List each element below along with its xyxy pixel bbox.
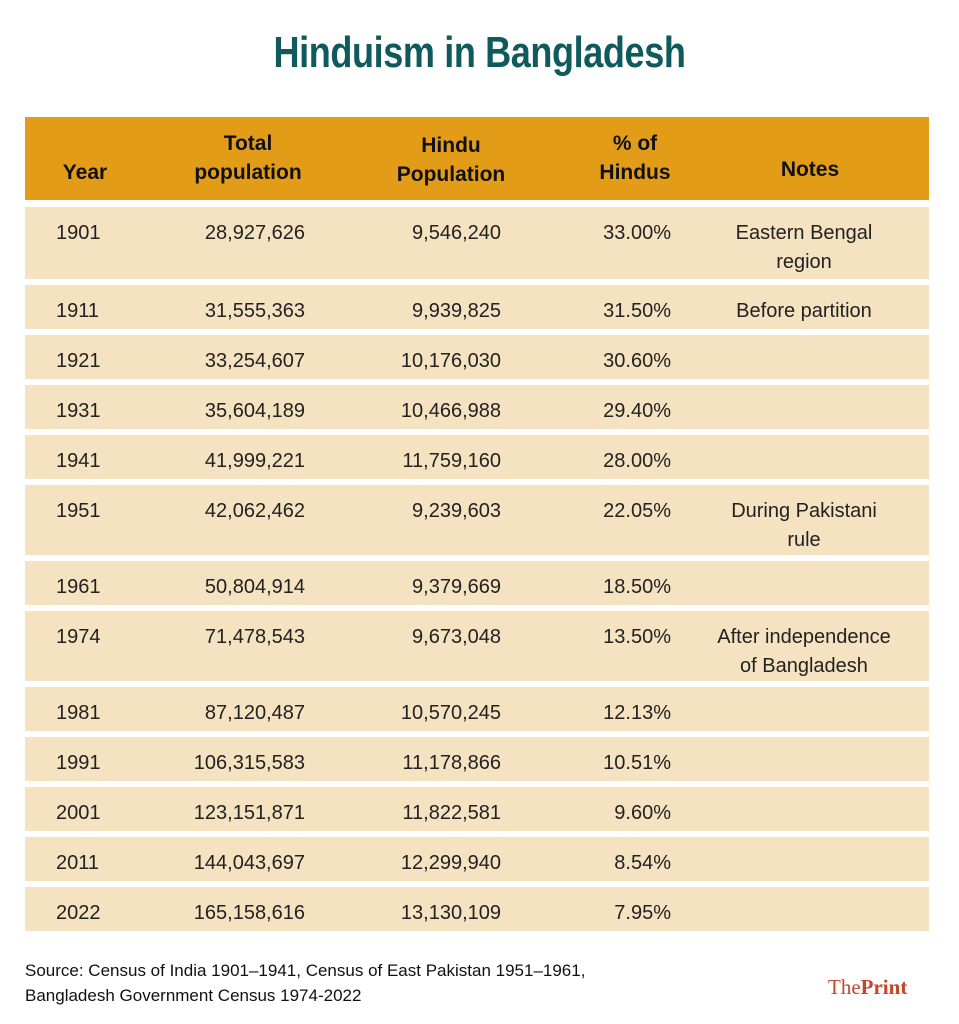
theprint-logo: ThePrint <box>828 975 907 1000</box>
notes-line-1: After independence <box>717 626 891 648</box>
year-cell: 2011 <box>56 852 100 874</box>
notes-line-2: region <box>776 251 832 273</box>
total-population-cell: 106,315,583 <box>193 752 305 774</box>
notes-line-1: Before partition <box>736 300 872 322</box>
notes-cell: During Pakistani rule <box>689 497 919 555</box>
header-hindu-line2: Population <box>396 163 506 186</box>
table-row: 2001 123,151,871 11,822,581 9.60% <box>25 787 929 831</box>
total-population-cell: 28,927,626 <box>204 222 305 244</box>
percent-hindus-cell: 31.50% <box>603 300 671 322</box>
percent-hindus-cell: 18.50% <box>603 576 671 598</box>
notes-line-1: During Pakistani <box>731 500 877 522</box>
hindu-population-cell: 10,176,030 <box>400 350 501 372</box>
hindu-population-cell: 9,379,669 <box>412 576 501 598</box>
notes-cell: After independence of Bangladesh <box>689 623 919 681</box>
notes-cell: Eastern Bengal region <box>689 219 919 277</box>
total-population-cell: 41,999,221 <box>204 450 305 472</box>
table-row: 1951 42,062,462 9,239,603 22.05% During Paki… <box>25 485 929 555</box>
header-pct-line2: Hindus <box>599 161 671 184</box>
percent-hindus-cell: 22.05% <box>603 500 671 522</box>
year-cell: 1941 <box>56 450 101 472</box>
logo-the: The <box>828 975 861 999</box>
hindu-population-cell: 10,570,245 <box>400 702 501 724</box>
hindu-population-cell: 10,466,988 <box>400 400 501 422</box>
logo-print: Print <box>860 975 908 999</box>
percent-hindus-cell: 13.50% <box>603 626 671 648</box>
table-header: Year Total population Hindu Population %… <box>25 117 929 200</box>
percent-hindus-cell: 9.60% <box>614 802 671 824</box>
hindu-population-cell: 12,299,940 <box>400 852 501 874</box>
hindu-population-cell: 13,130,109 <box>400 902 501 924</box>
table-row: 2011 144,043,697 12,299,940 8.54% <box>25 837 929 881</box>
source-note: Source: Census of India 1901–1941, Censu… <box>25 958 585 1008</box>
header-hindu-population: Hindu Population <box>365 131 537 189</box>
percent-hindus-cell: 8.54% <box>614 852 671 874</box>
table-row: 1991 106,315,583 11,178,866 10.51% <box>25 737 929 781</box>
source-line-1: Source: Census of India 1901–1941, Censu… <box>25 961 586 980</box>
year-cell: 2001 <box>56 802 101 824</box>
table-row: 1911 31,555,363 9,939,825 31.50% Before part… <box>25 285 929 329</box>
total-population-cell: 31,555,363 <box>204 300 305 322</box>
population-table: Year Total population Hindu Population %… <box>25 117 929 931</box>
total-population-cell: 42,062,462 <box>204 500 305 522</box>
percent-hindus-cell: 33.00% <box>603 222 671 244</box>
header-total-line1: Total <box>223 132 273 155</box>
table-row: 1961 50,804,914 9,379,669 18.50% <box>25 561 929 605</box>
header-year: Year <box>39 158 131 187</box>
header-percent-hindus: % of Hindus <box>565 129 705 187</box>
hindu-population-cell: 11,822,581 <box>402 802 501 824</box>
year-cell: 1911 <box>56 300 100 322</box>
year-cell: 1931 <box>56 400 101 422</box>
header-hindu-line1: Hindu <box>421 134 481 157</box>
header-total-line2: population <box>194 161 302 184</box>
total-population-cell: 87,120,487 <box>204 702 305 724</box>
header-year-label: Year <box>62 161 108 184</box>
hindu-population-cell: 9,673,048 <box>412 626 501 648</box>
percent-hindus-cell: 10.51% <box>603 752 671 774</box>
page-title: Hinduism in Bangladesh <box>273 28 686 77</box>
percent-hindus-cell: 7.95% <box>614 902 671 924</box>
year-cell: 1974 <box>56 626 101 648</box>
table-row: 1931 35,604,189 10,466,988 29.40% <box>25 385 929 429</box>
total-population-cell: 123,151,871 <box>193 802 305 824</box>
percent-hindus-cell: 29.40% <box>603 400 671 422</box>
year-cell: 2022 <box>56 902 101 924</box>
percent-hindus-cell: 28.00% <box>603 450 671 472</box>
year-cell: 1921 <box>56 350 101 372</box>
notes-line-1: Eastern Bengal <box>735 222 873 244</box>
header-notes-label: Notes <box>780 158 840 181</box>
hindu-population-cell: 9,546,240 <box>412 222 501 244</box>
total-population-cell: 35,604,189 <box>204 400 305 422</box>
table-row: 1974 71,478,543 9,673,048 13.50% After indep… <box>25 611 929 681</box>
table-row: 2022 165,158,616 13,130,109 7.95% <box>25 887 929 931</box>
year-cell: 1981 <box>56 702 101 724</box>
header-total-population: Total population <box>163 129 333 187</box>
table-row: 1901 28,927,626 9,546,240 33.00% Eastern Ben… <box>25 207 929 279</box>
hindu-population-cell: 11,759,160 <box>402 450 501 472</box>
notes-line-2: of Bangladesh <box>740 655 868 677</box>
notes-line-2: rule <box>787 529 821 551</box>
hindu-population-cell: 9,239,603 <box>412 500 501 522</box>
percent-hindus-cell: 30.60% <box>603 350 671 372</box>
total-population-cell: 165,158,616 <box>193 902 305 924</box>
table-row: 1941 41,999,221 11,759,160 28.00% <box>25 435 929 479</box>
total-population-cell: 33,254,607 <box>204 350 305 372</box>
hindu-population-cell: 11,178,866 <box>402 752 501 774</box>
table-body: 1901 28,927,626 9,546,240 33.00% Eastern Ben… <box>25 207 929 931</box>
total-population-cell: 50,804,914 <box>204 576 305 598</box>
table-row: 1921 33,254,607 10,176,030 30.60% <box>25 335 929 379</box>
total-population-cell: 144,043,697 <box>193 852 305 874</box>
year-cell: 1991 <box>56 752 101 774</box>
header-notes: Notes <box>725 155 895 184</box>
percent-hindus-cell: 12.13% <box>603 702 671 724</box>
header-pct-line1: % of <box>612 132 658 155</box>
year-cell: 1961 <box>56 576 101 598</box>
total-population-cell: 71,478,543 <box>204 626 305 648</box>
year-cell: 1951 <box>56 500 101 522</box>
notes-cell: Before partition <box>689 297 919 326</box>
table-row: 1981 87,120,487 10,570,245 12.13% <box>25 687 929 731</box>
year-cell: 1901 <box>56 222 101 244</box>
hindu-population-cell: 9,939,825 <box>412 300 501 322</box>
source-line-2: Bangladesh Government Census 1974-2022 <box>25 986 362 1005</box>
